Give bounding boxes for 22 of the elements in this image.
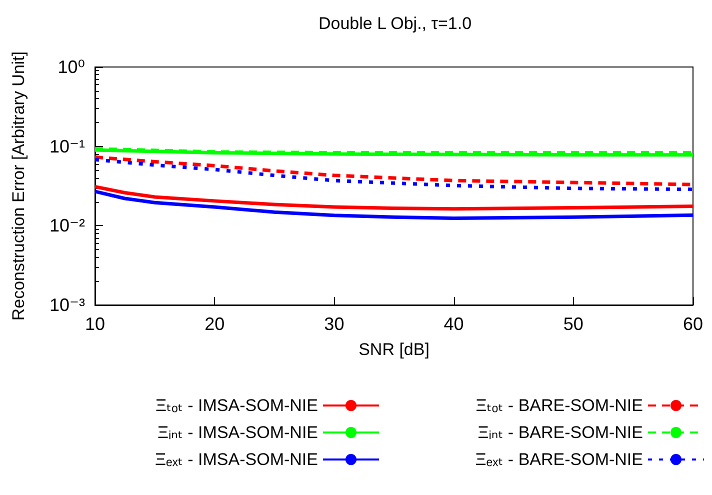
y-tick-label: 10⁰ <box>58 57 85 77</box>
x-tick-label: 40 <box>444 314 464 334</box>
y-tick-label: 10⁻¹ <box>49 136 85 156</box>
legend-label: Ξₑₓₜ - IMSA-SOM-NIE <box>154 450 318 469</box>
y-tick-label: 10⁻² <box>49 216 85 236</box>
x-tick-label: 20 <box>204 314 225 334</box>
legend-label: Ξₜₒₜ - IMSA-SOM-NIE <box>155 396 318 415</box>
legend-label: Ξₜₒₜ - BARE-SOM-NIE <box>476 396 643 415</box>
legend-label: Ξᵢₙₜ - BARE-SOM-NIE <box>478 423 643 442</box>
line-series <box>93 158 695 192</box>
x-axis-title: SNR [dB] <box>358 340 430 359</box>
x-tick-label: 10 <box>84 314 106 334</box>
line-series <box>93 184 695 211</box>
x-tick-label: 50 <box>563 314 584 334</box>
y-axis-title: Reconstruction Error [Arbitrary Unit] <box>9 51 28 321</box>
legend-label: Ξₑₓₜ - BARE-SOM-NIE <box>475 450 643 469</box>
legend-label: Ξᵢₙₜ - IMSA-SOM-NIE <box>157 423 318 442</box>
x-tick-label: 30 <box>324 314 344 334</box>
line-series <box>93 190 695 220</box>
y-tick-label: 10⁻³ <box>49 295 85 315</box>
chart-title: Double L Obj., τ=1.0 <box>318 14 472 33</box>
x-tick-label: 60 <box>682 314 704 334</box>
